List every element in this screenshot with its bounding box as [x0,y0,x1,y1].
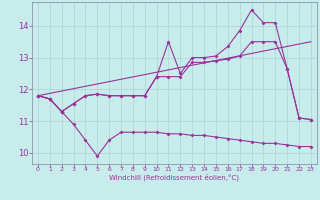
X-axis label: Windchill (Refroidissement éolien,°C): Windchill (Refroidissement éolien,°C) [109,174,239,181]
